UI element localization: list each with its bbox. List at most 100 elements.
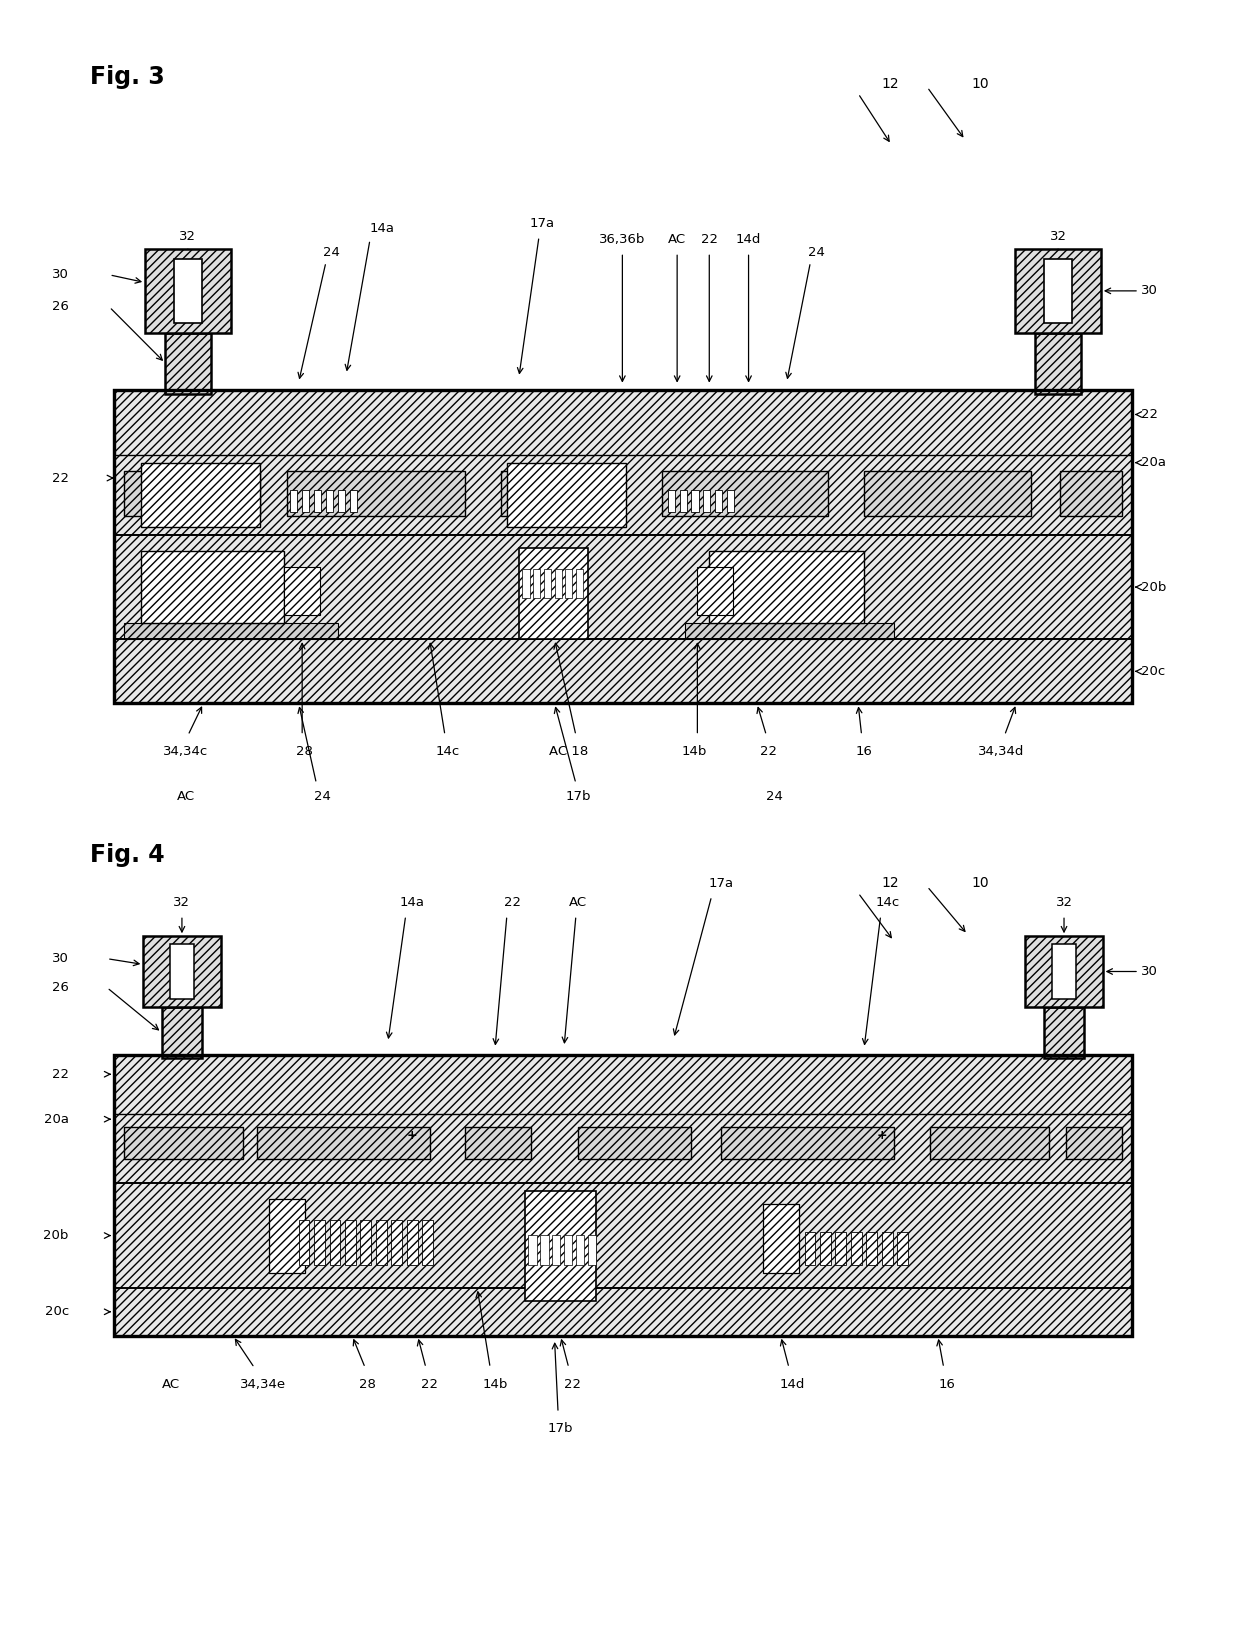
Text: AC: AC	[162, 1378, 180, 1391]
Text: 34,34e: 34,34e	[239, 1378, 286, 1391]
Text: 14a: 14a	[399, 896, 424, 909]
Text: 20c: 20c	[1141, 665, 1166, 678]
Text: Fig. 3: Fig. 3	[91, 64, 165, 88]
Text: 24: 24	[808, 246, 825, 259]
Bar	[376, 1220, 387, 1265]
Text: +: +	[174, 580, 185, 595]
Text: 20b: 20b	[1141, 580, 1167, 593]
Bar	[722, 1127, 894, 1160]
Bar	[588, 1235, 596, 1265]
Bar	[145, 249, 231, 333]
Bar	[350, 490, 357, 513]
Bar	[686, 622, 894, 639]
Bar	[269, 1199, 305, 1273]
Text: Fig. 4: Fig. 4	[91, 844, 165, 867]
Bar	[544, 568, 551, 598]
Bar	[554, 568, 562, 598]
Text: 20a: 20a	[1141, 455, 1167, 468]
Bar	[144, 937, 221, 1007]
Bar	[836, 1232, 846, 1265]
Bar	[361, 1220, 371, 1265]
Text: 28: 28	[360, 1378, 376, 1391]
Text: AC: AC	[569, 896, 588, 909]
Text: 14a: 14a	[370, 221, 394, 234]
Text: 22: 22	[52, 1068, 69, 1081]
Text: 24: 24	[314, 790, 331, 803]
Bar	[1066, 1127, 1122, 1160]
Text: −: −	[780, 580, 794, 595]
Bar	[1025, 937, 1102, 1007]
Text: 14c: 14c	[875, 896, 900, 909]
Bar	[161, 1007, 202, 1058]
Bar	[703, 490, 711, 513]
Bar	[898, 1232, 908, 1265]
Bar	[314, 490, 321, 513]
Bar	[851, 1232, 862, 1265]
Text: −: −	[346, 1281, 358, 1294]
Text: 32: 32	[1049, 229, 1066, 242]
Text: 30: 30	[52, 269, 69, 282]
Bar	[692, 490, 698, 513]
Text: 16: 16	[856, 745, 873, 758]
Bar	[345, 1220, 356, 1265]
Bar	[124, 470, 260, 516]
Text: 24: 24	[324, 246, 340, 259]
Bar	[1052, 943, 1076, 999]
Text: 20a: 20a	[43, 1112, 69, 1125]
Bar	[114, 1055, 1132, 1337]
Text: 34,34d: 34,34d	[978, 745, 1024, 758]
Bar	[709, 550, 864, 622]
Text: 16: 16	[939, 1378, 956, 1391]
Bar	[141, 550, 284, 622]
Text: AC 18: AC 18	[549, 745, 589, 758]
Bar	[170, 943, 193, 999]
Bar	[314, 1220, 325, 1265]
Bar	[525, 1191, 596, 1301]
Bar	[930, 1127, 1049, 1160]
Bar	[518, 547, 588, 639]
Bar	[882, 1232, 893, 1265]
Bar	[864, 470, 1030, 516]
Bar	[174, 259, 202, 323]
Bar	[124, 622, 337, 639]
Bar	[552, 1235, 560, 1265]
Bar	[697, 567, 733, 616]
Text: +: +	[195, 488, 207, 501]
Text: 14c: 14c	[435, 745, 460, 758]
Bar	[114, 1055, 1132, 1337]
Bar	[423, 1220, 433, 1265]
Bar	[575, 568, 583, 598]
Text: 22: 22	[505, 896, 521, 909]
Bar	[303, 490, 309, 513]
Text: 22: 22	[564, 1378, 580, 1391]
Bar	[284, 567, 320, 616]
Text: 20c: 20c	[45, 1305, 69, 1319]
Bar	[501, 470, 620, 516]
Bar	[1060, 470, 1122, 516]
Text: 17b: 17b	[565, 790, 591, 803]
Bar	[667, 490, 675, 513]
Text: 22: 22	[701, 233, 718, 246]
Text: 14b: 14b	[482, 1378, 507, 1391]
Bar	[257, 1127, 429, 1160]
Bar	[867, 1232, 877, 1265]
Bar	[1044, 1007, 1084, 1058]
Bar	[715, 490, 723, 513]
Bar	[522, 568, 529, 598]
Text: 17b: 17b	[548, 1422, 573, 1435]
Text: 30: 30	[1141, 965, 1158, 978]
Text: 32: 32	[180, 229, 196, 242]
Text: AC: AC	[176, 790, 195, 803]
Text: 32: 32	[1055, 896, 1073, 909]
Bar	[392, 1220, 402, 1265]
Text: 26: 26	[52, 981, 69, 994]
Bar	[407, 1220, 418, 1265]
Bar	[1035, 333, 1081, 393]
Text: 12: 12	[882, 876, 899, 889]
Bar	[141, 462, 260, 527]
Bar	[528, 1235, 537, 1265]
Text: 10: 10	[971, 77, 988, 90]
Text: 14d: 14d	[735, 233, 761, 246]
Bar	[820, 1232, 831, 1265]
Text: 22: 22	[1141, 408, 1158, 421]
